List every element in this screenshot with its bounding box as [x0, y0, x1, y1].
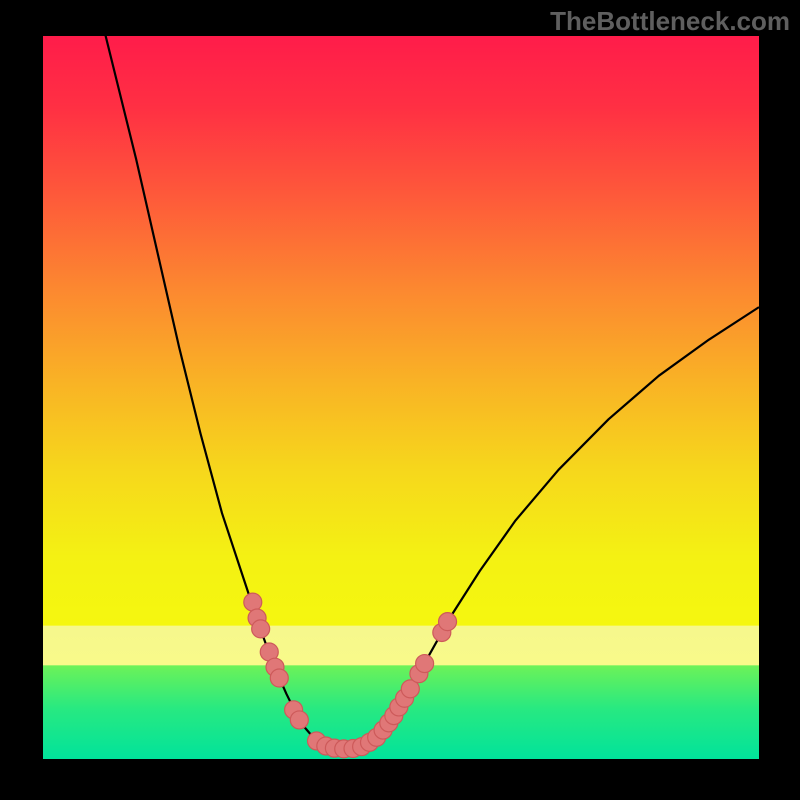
data-marker — [416, 655, 434, 673]
data-marker — [252, 620, 270, 638]
watermark-text: TheBottleneck.com — [550, 6, 790, 37]
plot-svg — [43, 36, 759, 759]
data-marker — [439, 613, 457, 631]
data-marker — [244, 593, 262, 611]
data-marker — [290, 711, 308, 729]
plot-background — [43, 36, 759, 759]
chart-container: TheBottleneck.com — [0, 0, 800, 800]
data-marker — [270, 669, 288, 687]
plot-area — [43, 36, 759, 759]
